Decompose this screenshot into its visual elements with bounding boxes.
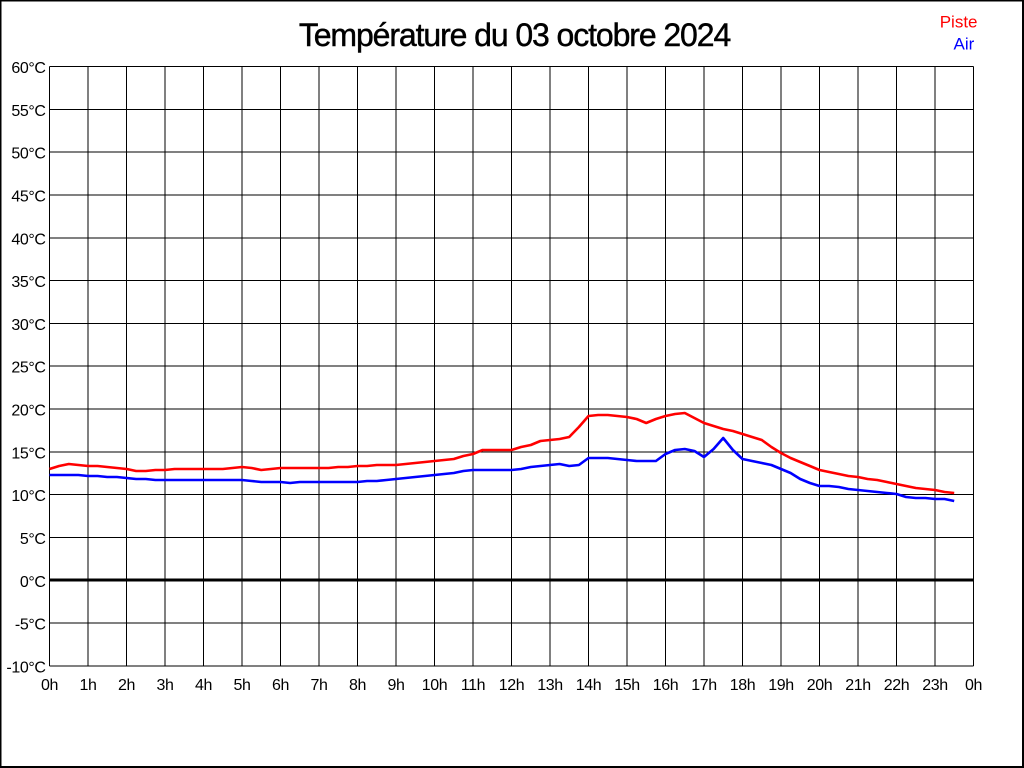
svg-text:5h: 5h [234,677,251,694]
svg-text:11h: 11h [461,677,485,694]
svg-text:9h: 9h [388,677,405,694]
svg-text:4h: 4h [195,677,212,694]
svg-text:5°C: 5°C [20,531,46,548]
svg-text:20°C: 20°C [11,403,45,420]
svg-text:3h: 3h [157,677,174,694]
svg-text:50°C: 50°C [11,146,45,163]
svg-text:Air: Air [954,35,975,54]
svg-text:20h: 20h [807,677,833,694]
svg-text:-5°C: -5°C [15,617,46,634]
svg-text:0°C: 0°C [20,574,46,591]
svg-text:40°C: 40°C [11,231,45,248]
svg-text:8h: 8h [349,677,366,694]
svg-text:23h: 23h [922,677,948,694]
svg-text:7h: 7h [311,677,328,694]
svg-text:16h: 16h [653,677,679,694]
svg-text:18h: 18h [730,677,756,694]
svg-text:30°C: 30°C [11,317,45,334]
svg-text:15°C: 15°C [11,445,45,462]
svg-text:0h: 0h [965,677,982,694]
svg-text:10°C: 10°C [11,488,45,505]
svg-text:15h: 15h [614,677,640,694]
svg-text:35°C: 35°C [11,274,45,291]
svg-text:Piste: Piste [940,13,978,32]
svg-text:21h: 21h [845,677,871,694]
svg-text:14h: 14h [576,677,602,694]
svg-text:0h: 0h [41,677,58,694]
svg-text:19h: 19h [768,677,794,694]
svg-text:22h: 22h [884,677,910,694]
svg-text:-10°C: -10°C [6,660,45,677]
svg-text:Température du 03 octobre 2024: Température du 03 octobre 2024 [299,17,731,53]
svg-text:12h: 12h [499,677,525,694]
svg-text:2h: 2h [118,677,135,694]
svg-text:1h: 1h [80,677,97,694]
svg-text:13h: 13h [537,677,563,694]
svg-text:55°C: 55°C [11,103,45,120]
svg-text:6h: 6h [272,677,289,694]
svg-text:45°C: 45°C [11,189,45,206]
svg-text:60°C: 60°C [11,60,45,77]
svg-text:25°C: 25°C [11,360,45,377]
svg-text:17h: 17h [691,677,717,694]
svg-text:10h: 10h [422,677,448,694]
